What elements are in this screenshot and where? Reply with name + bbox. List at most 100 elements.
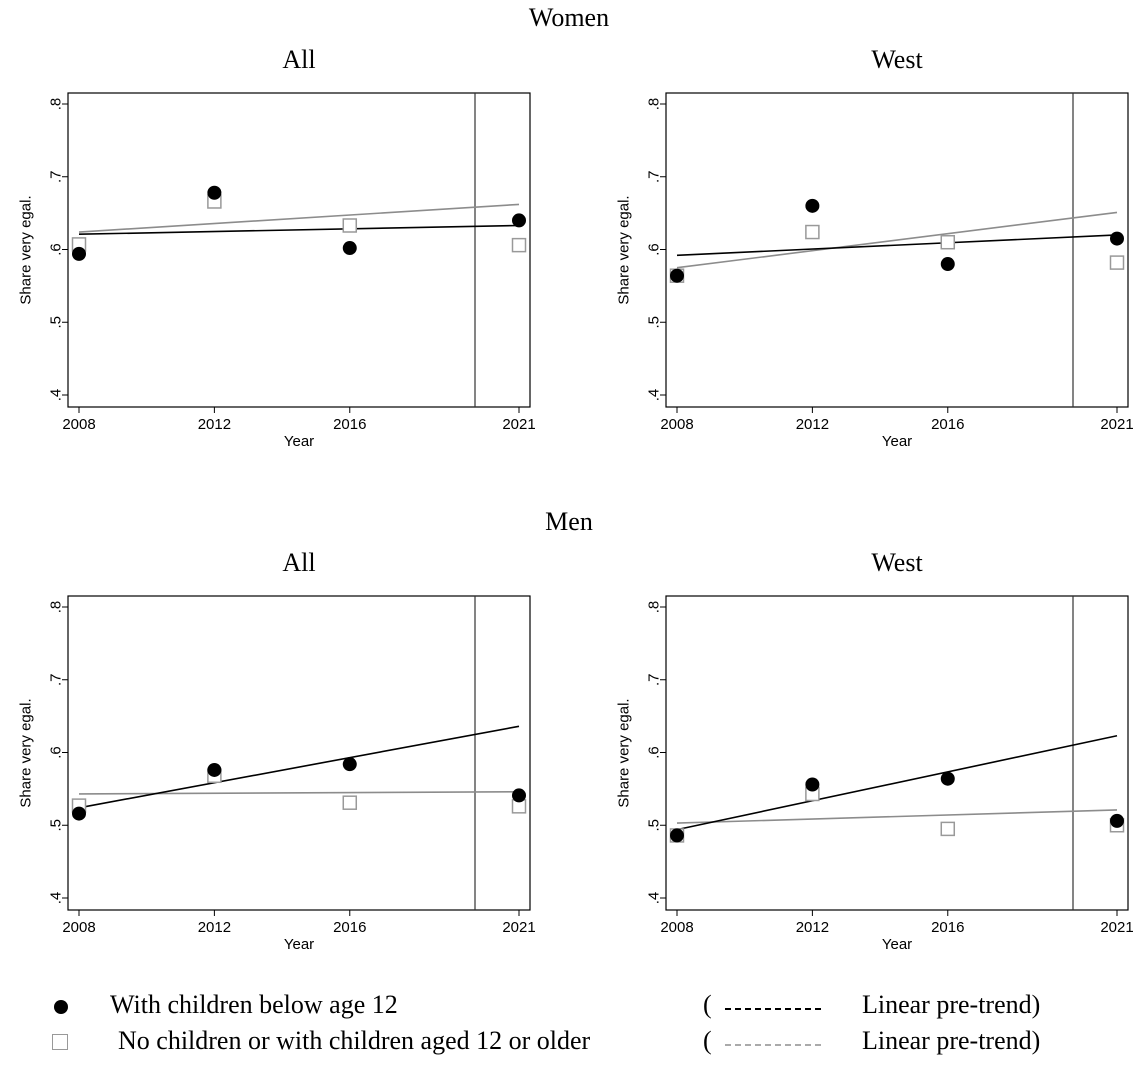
x-axis-label: Year <box>284 433 314 450</box>
point-with-children <box>940 257 955 272</box>
x-tick-label: 2012 <box>796 919 829 936</box>
x-tick-label: 2021 <box>1100 919 1133 936</box>
point-with-children <box>72 806 86 821</box>
y-tick-label: .4 <box>646 389 663 402</box>
plot-frame <box>665 595 1129 911</box>
y-tick-label: .8 <box>646 601 663 614</box>
trend-line-no-children <box>78 203 520 233</box>
x-axis-label: Year <box>284 936 314 953</box>
trend-line-with-children <box>78 725 520 809</box>
x-tick-label: 2016 <box>333 416 366 433</box>
point-no-children <box>940 821 956 837</box>
y-tick-label: .4 <box>646 892 663 905</box>
x-axis-label: Year <box>882 936 912 953</box>
point-with-children <box>1110 813 1124 828</box>
point-no-children <box>805 224 820 240</box>
x-tick-label: 2021 <box>502 416 535 433</box>
legend-paren: ( <box>703 1026 712 1055</box>
y-tick-label: .8 <box>48 98 65 111</box>
point-with-children <box>805 198 820 213</box>
y-tick-label: .7 <box>48 673 65 686</box>
panel-title: All <box>282 45 315 74</box>
x-tick-label: 2008 <box>62 919 95 936</box>
y-tick-label: .7 <box>646 673 663 686</box>
trend-line-with-children <box>78 224 520 236</box>
x-tick-label: 2021 <box>502 919 535 936</box>
panel-title: West <box>871 45 923 74</box>
legend: With children below age 12 ( Linear pre-… <box>0 990 1139 1066</box>
x-tick-label: 2016 <box>931 919 964 936</box>
point-with-children <box>670 828 684 843</box>
point-no-children <box>940 234 956 250</box>
y-tick-label: .4 <box>48 892 65 905</box>
point-with-children <box>670 268 684 283</box>
point-no-children <box>342 795 358 810</box>
point-with-children <box>512 213 526 228</box>
x-tick-label: 2012 <box>198 919 231 936</box>
x-tick-label: 2008 <box>660 416 693 433</box>
point-with-children <box>207 762 222 777</box>
plot-frame <box>67 92 531 408</box>
chart-panel: West .4 .5 .6 .7 .8 Share very egal. 2008 2012 20… <box>616 45 1134 450</box>
chart-panels: All .4 .5 .6 .7 .8 Share very egal. 2008 2012 201… <box>18 45 1134 953</box>
point-with-children <box>207 185 222 200</box>
x-tick-label: 2008 <box>62 416 95 433</box>
x-tick-label: 2012 <box>198 416 231 433</box>
y-tick-label: .7 <box>48 170 65 183</box>
panel-title: West <box>871 548 923 577</box>
x-tick-label: 2008 <box>660 919 693 936</box>
y-tick-label: .6 <box>48 746 65 759</box>
y-tick-label: .6 <box>48 243 65 256</box>
legend-label: No children or with children aged 12 or … <box>118 1026 591 1055</box>
y-axis-label: Share very egal. <box>616 195 633 304</box>
plot-frame <box>67 595 531 911</box>
y-tick-label: .5 <box>646 819 663 832</box>
legend-item-no-children: No children or with children aged 12 or … <box>0 1026 1139 1060</box>
legend-paren: ( <box>703 990 712 1019</box>
trend-line-no-children <box>676 211 1118 269</box>
y-tick-label: .5 <box>48 316 65 329</box>
y-axis-label: Share very egal. <box>616 698 633 807</box>
dash-dot-line-icon <box>725 1008 821 1010</box>
x-tick-label: 2012 <box>796 416 829 433</box>
point-no-children <box>342 218 358 233</box>
legend-item-with-children: With children below age 12 ( Linear pre-… <box>0 990 1139 1024</box>
point-with-children <box>72 246 86 261</box>
panel-title: All <box>282 548 315 577</box>
point-with-children <box>805 777 820 792</box>
dashed-line-icon <box>725 1044 821 1046</box>
legend-trend-label: Linear pre-trend) <box>862 1026 1041 1055</box>
hollow-square-icon <box>52 1034 68 1050</box>
trend-line-with-children <box>676 234 1118 257</box>
legend-trend-label: Linear pre-trend) <box>862 990 1041 1019</box>
y-tick-label: .8 <box>646 98 663 111</box>
point-no-children <box>1109 255 1125 270</box>
point-with-children <box>342 757 357 772</box>
chart-panel: West .4 .5 .6 .7 .8 Share very egal. 2008 2012 20… <box>616 548 1134 953</box>
y-tick-label: .4 <box>48 389 65 402</box>
y-tick-label: .5 <box>48 819 65 832</box>
x-tick-label: 2021 <box>1100 416 1133 433</box>
chart-panel: All .4 .5 .6 .7 .8 Share very egal. 2008 2012 201… <box>18 45 536 450</box>
y-tick-label: .7 <box>646 170 663 183</box>
y-tick-label: .6 <box>646 243 663 256</box>
y-tick-label: .8 <box>48 601 65 614</box>
group-title-men: Men <box>545 507 593 536</box>
y-axis-label: Share very egal. <box>18 698 35 807</box>
filled-circle-icon <box>54 1000 68 1014</box>
trend-line-no-children <box>676 809 1118 824</box>
legend-label: With children below age 12 <box>110 990 398 1019</box>
trend-line-no-children <box>78 790 520 795</box>
point-with-children <box>940 771 955 786</box>
x-axis-label: Year <box>882 433 912 450</box>
point-with-children <box>342 241 357 256</box>
group-title-women: Women <box>529 3 609 32</box>
y-axis-label: Share very egal. <box>18 195 35 304</box>
chart-panel: All .4 .5 .6 .7 .8 Share very egal. 2008 2012 201… <box>18 548 536 953</box>
x-tick-label: 2016 <box>931 416 964 433</box>
y-tick-label: .5 <box>646 316 663 329</box>
y-tick-label: .6 <box>646 746 663 759</box>
x-tick-label: 2016 <box>333 919 366 936</box>
plot-frame <box>665 92 1129 408</box>
